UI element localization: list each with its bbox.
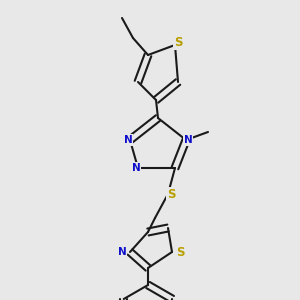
Text: N: N <box>124 135 132 145</box>
Text: S: S <box>176 245 184 259</box>
Text: S: S <box>167 188 175 200</box>
Text: N: N <box>132 163 140 173</box>
Text: S: S <box>174 37 182 50</box>
Text: N: N <box>118 247 126 257</box>
Text: N: N <box>184 135 192 145</box>
